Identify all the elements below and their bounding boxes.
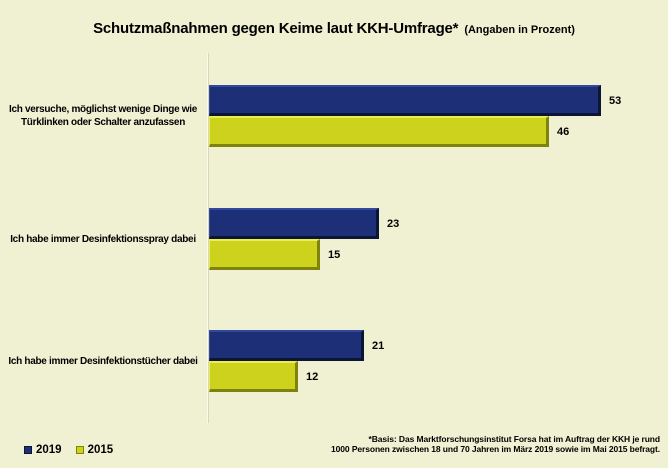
chart-title-row: Schutzmaßnahmen gegen Keime laut KKH-Umf… — [0, 20, 668, 37]
category-label-1: Ich versuche, möglichst wenige Dinge wie… — [8, 104, 198, 128]
bar-2015-group2 — [209, 239, 320, 270]
legend-label-2015: 2015 — [87, 444, 114, 456]
bar-row-2019-group3: 21 — [209, 330, 384, 361]
bar-value-2015-group3: 12 — [306, 370, 319, 383]
bar-2019-group2 — [209, 208, 379, 239]
category-label-2: Ich habe immer Desinfektionsspray dabei — [10, 233, 196, 245]
bar-row-2019-group2: 23 — [209, 208, 399, 239]
bar-2019-group3 — [209, 330, 364, 361]
category-axis-line — [207, 53, 209, 423]
legend: 2019 2015 — [24, 444, 113, 456]
footnote: *Basis: Das Marktforschungsinstitut Fors… — [200, 434, 660, 454]
bar-row-2015-group2: 15 — [209, 239, 340, 270]
legend-swatch-2015 — [75, 446, 84, 454]
legend-label-2019: 2019 — [36, 444, 62, 456]
bar-value-2015-group2: 15 — [328, 248, 341, 261]
chart-title: Schutzmaßnahmen gegen Keime laut KKH-Umf… — [93, 20, 459, 37]
category-label-3: Ich habe immer Desinfektionstücher dabei — [8, 355, 198, 367]
bar-value-2015-group1: 46 — [557, 125, 570, 138]
bar-value-2019-group2: 23 — [387, 217, 400, 230]
bar-value-2019-group1: 53 — [609, 94, 622, 107]
bar-row-2015-group1: 46 — [209, 116, 569, 147]
footnote-line2: 1000 Personen zwischen 18 und 70 Jahren … — [331, 444, 660, 454]
footnote-line1: *Basis: Das Marktforschungsinstitut Fors… — [368, 434, 661, 444]
bar-2015-group1 — [209, 116, 549, 147]
bar-row-2015-group3: 12 — [209, 361, 318, 392]
legend-swatch-2019 — [24, 446, 32, 454]
bar-2015-group3 — [209, 361, 298, 392]
bar-2019-group1 — [209, 85, 601, 116]
chart-subtitle: (Angaben in Prozent) — [464, 24, 575, 36]
bar-row-2019-group1: 53 — [209, 85, 621, 116]
bar-value-2019-group3: 21 — [372, 339, 385, 352]
